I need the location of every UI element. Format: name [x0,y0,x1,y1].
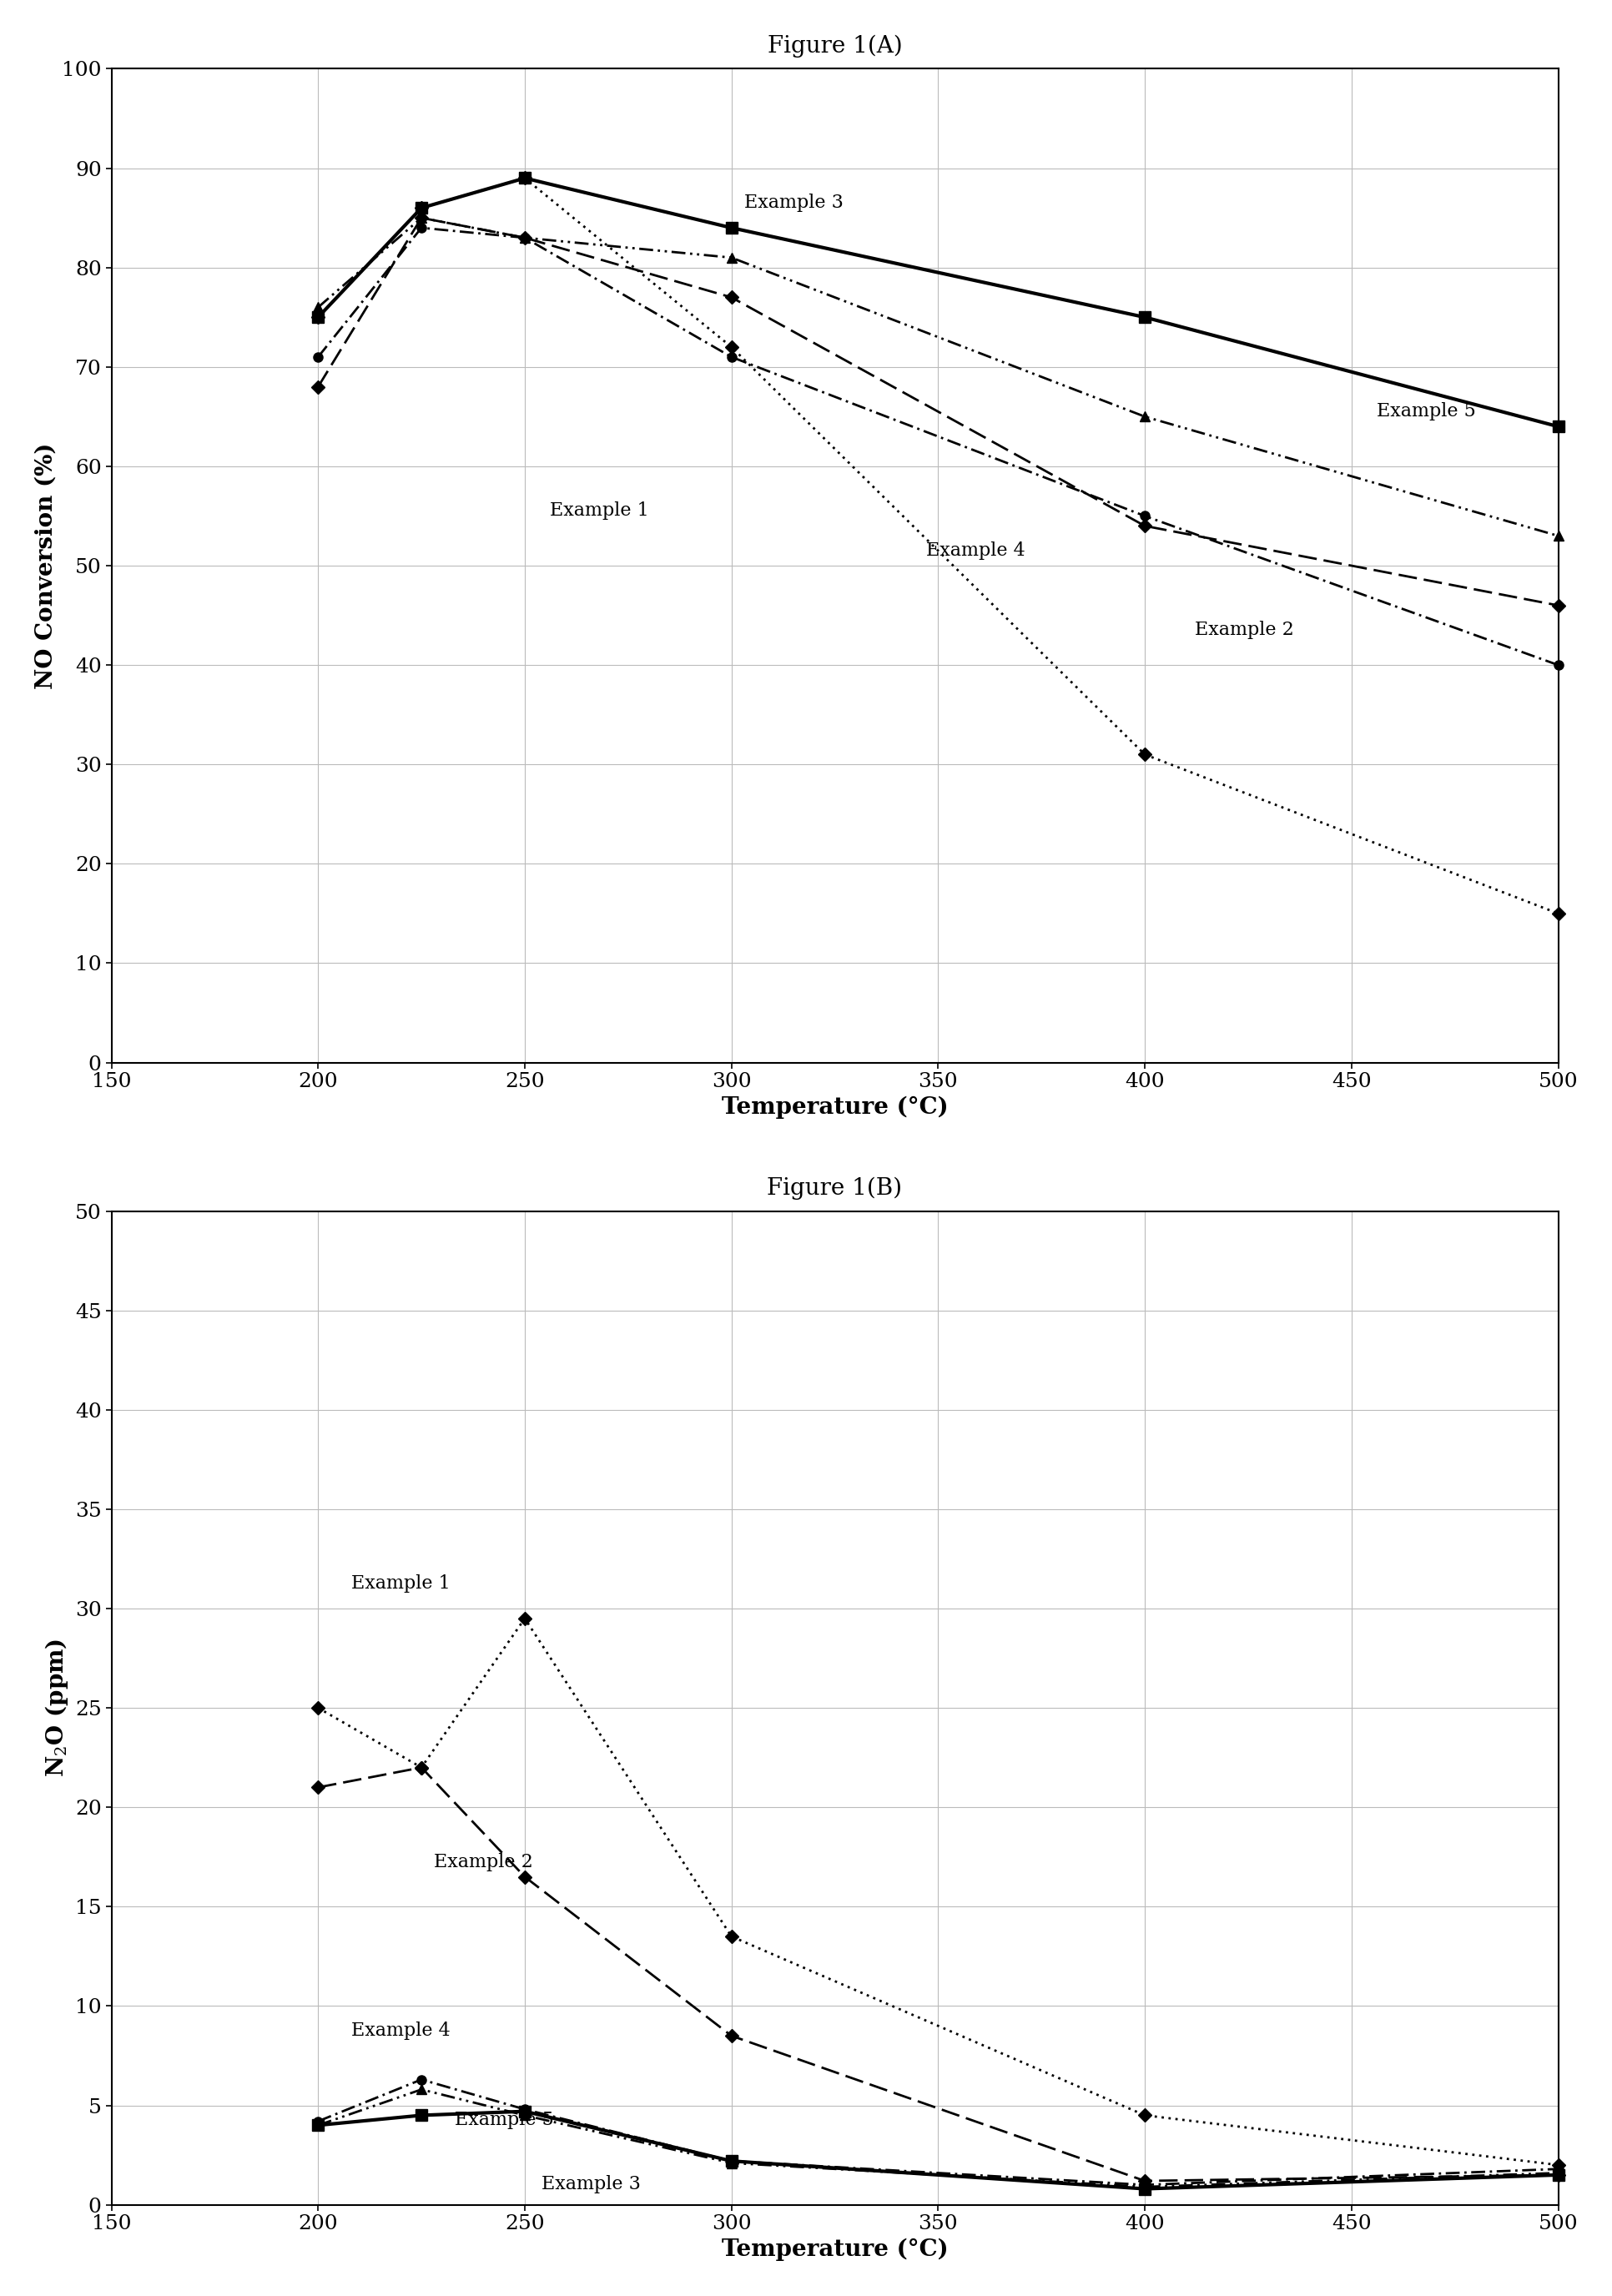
Text: Example 4: Example 4 [351,2020,450,2039]
Text: Example 4: Example 4 [925,542,1024,560]
Title: Figure 1(A): Figure 1(A) [767,34,901,57]
Text: Example 5: Example 5 [1375,402,1475,420]
Y-axis label: NO Conversion (%): NO Conversion (%) [35,443,58,689]
Y-axis label: N$_2$O (ppm): N$_2$O (ppm) [44,1639,71,1777]
Text: Example 2: Example 2 [1194,620,1293,638]
X-axis label: Temperature (°C): Temperature (°C) [721,1095,948,1118]
Text: Example 2: Example 2 [434,1853,532,1871]
X-axis label: Temperature (°C): Temperature (°C) [721,2239,948,2262]
Text: Example 1: Example 1 [351,1575,450,1593]
Text: Example 1: Example 1 [550,503,648,521]
Title: Figure 1(B): Figure 1(B) [767,1178,903,1201]
Text: Example 5: Example 5 [455,2110,553,2128]
Text: Example 3: Example 3 [743,193,843,211]
Text: Example 3: Example 3 [542,2174,640,2193]
